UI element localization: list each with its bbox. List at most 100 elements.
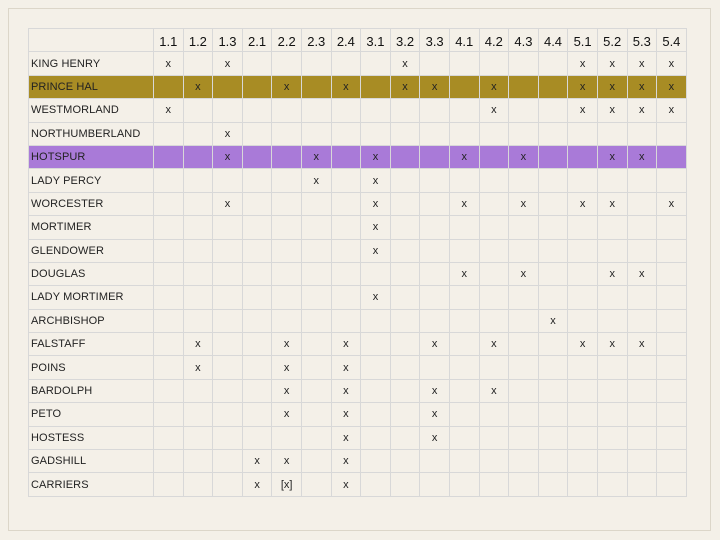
appearance-cell bbox=[153, 191, 184, 217]
appearance-cell bbox=[508, 285, 539, 310]
appearance-cell bbox=[567, 355, 598, 380]
appearance-cell bbox=[330, 98, 362, 123]
character-name: GADSHILL bbox=[28, 449, 154, 474]
appearance-cell bbox=[656, 355, 687, 380]
appearance-cell bbox=[360, 449, 391, 474]
appearance-cell: x bbox=[360, 238, 391, 263]
table-row: BARDOLPH x x x x bbox=[28, 378, 687, 404]
appearance-cell bbox=[537, 238, 569, 263]
appearance-cell bbox=[537, 74, 569, 100]
appearance-cell bbox=[360, 425, 391, 451]
appearance-cell: x bbox=[153, 51, 184, 76]
appearance-cell: x bbox=[656, 98, 687, 123]
appearance-cell bbox=[508, 425, 539, 451]
appearance-cell bbox=[448, 402, 480, 427]
table-row: FALSTAFF x x x x x x x x bbox=[28, 332, 687, 357]
appearance-cell bbox=[419, 168, 450, 193]
scene-header: 1.2 bbox=[182, 27, 214, 53]
appearance-cell bbox=[212, 74, 243, 100]
appearance-cell bbox=[448, 285, 480, 310]
appearance-cell bbox=[271, 308, 302, 334]
appearance-cell bbox=[241, 168, 273, 193]
appearance-cell bbox=[478, 215, 510, 240]
appearance-cell bbox=[626, 472, 658, 497]
appearance-cell bbox=[626, 168, 658, 193]
appearance-cell: x bbox=[596, 191, 628, 217]
table-row: KING HENRY x x x x x x x bbox=[28, 51, 687, 76]
appearance-cell bbox=[596, 285, 628, 310]
appearance-cell: x bbox=[360, 191, 391, 217]
appearance-cell bbox=[153, 261, 184, 287]
appearance-cell bbox=[537, 144, 569, 170]
appearance-cell bbox=[626, 402, 658, 427]
appearance-cell bbox=[478, 168, 510, 193]
appearance-cell bbox=[182, 308, 214, 334]
appearance-cell bbox=[153, 238, 184, 263]
appearance-cell: x bbox=[596, 74, 628, 100]
table-row: MORTIMER x bbox=[28, 215, 687, 240]
appearance-cell bbox=[478, 261, 510, 287]
scene-header: 5.2 bbox=[596, 27, 628, 53]
appearance-cell bbox=[212, 261, 243, 287]
appearance-cell bbox=[537, 285, 569, 310]
appearance-cell: x bbox=[330, 472, 362, 497]
appearance-cell bbox=[448, 238, 480, 263]
appearance-cell bbox=[300, 261, 332, 287]
appearance-cell: x bbox=[596, 98, 628, 123]
character-name: MORTIMER bbox=[28, 215, 154, 240]
appearance-cell bbox=[360, 98, 391, 123]
table-row: GADSHILL x x x bbox=[28, 449, 687, 474]
appearance-cell: x bbox=[596, 261, 628, 287]
scene-header: 2.4 bbox=[330, 27, 362, 53]
appearance-cell bbox=[478, 402, 510, 427]
appearance-cell bbox=[478, 449, 510, 474]
appearance-cell bbox=[389, 238, 421, 263]
appearance-cell bbox=[656, 168, 687, 193]
scene-header: 5.3 bbox=[626, 27, 658, 53]
appearance-cell bbox=[389, 449, 421, 474]
appearance-cell bbox=[153, 74, 184, 100]
appearance-cell bbox=[360, 51, 391, 76]
appearance-cell: x bbox=[626, 261, 658, 287]
appearance-cell bbox=[330, 121, 362, 146]
appearance-cell bbox=[419, 449, 450, 474]
appearance-cell bbox=[419, 144, 450, 170]
table-row: PRINCE HAL x x x x x x x x x x bbox=[28, 74, 687, 100]
appearance-cell bbox=[212, 168, 243, 193]
appearance-cell bbox=[419, 285, 450, 310]
table-row: CARRIERS x [x] x bbox=[28, 472, 687, 497]
appearance-cell bbox=[271, 261, 302, 287]
character-name: WORCESTER bbox=[28, 191, 154, 217]
character-name: PETO bbox=[28, 402, 154, 427]
table-row: DOUGLAS x x x x bbox=[28, 261, 687, 287]
appearance-cell bbox=[212, 238, 243, 263]
appearance-cell bbox=[271, 144, 302, 170]
appearance-cell bbox=[241, 121, 273, 146]
table-row: WORCESTER x x x x x x x bbox=[28, 191, 687, 217]
appearance-cell bbox=[389, 402, 421, 427]
appearance-cell: x bbox=[448, 191, 480, 217]
appearance-cell bbox=[508, 74, 539, 100]
appearance-cell bbox=[508, 238, 539, 263]
scene-header: 1.3 bbox=[212, 27, 243, 53]
appearance-cell bbox=[153, 355, 184, 380]
appearance-cell bbox=[596, 355, 628, 380]
character-name: DOUGLAS bbox=[28, 261, 154, 287]
appearance-cell bbox=[330, 215, 362, 240]
character-name: NORTHUMBERLAND bbox=[28, 121, 154, 146]
appearance-cell bbox=[537, 215, 569, 240]
appearance-cell bbox=[153, 215, 184, 240]
appearance-cell bbox=[478, 144, 510, 170]
appearance-cell bbox=[537, 472, 569, 497]
appearance-cell bbox=[182, 144, 214, 170]
appearance-cell bbox=[360, 261, 391, 287]
appearance-cell: x bbox=[241, 472, 273, 497]
appearance-cell bbox=[656, 285, 687, 310]
appearance-cell bbox=[389, 215, 421, 240]
appearance-cell bbox=[626, 238, 658, 263]
appearance-cell bbox=[182, 51, 214, 76]
appearance-cell bbox=[508, 51, 539, 76]
appearance-cell: x bbox=[537, 308, 569, 334]
appearance-cell: x bbox=[389, 51, 421, 76]
appearance-cell: x bbox=[626, 51, 658, 76]
